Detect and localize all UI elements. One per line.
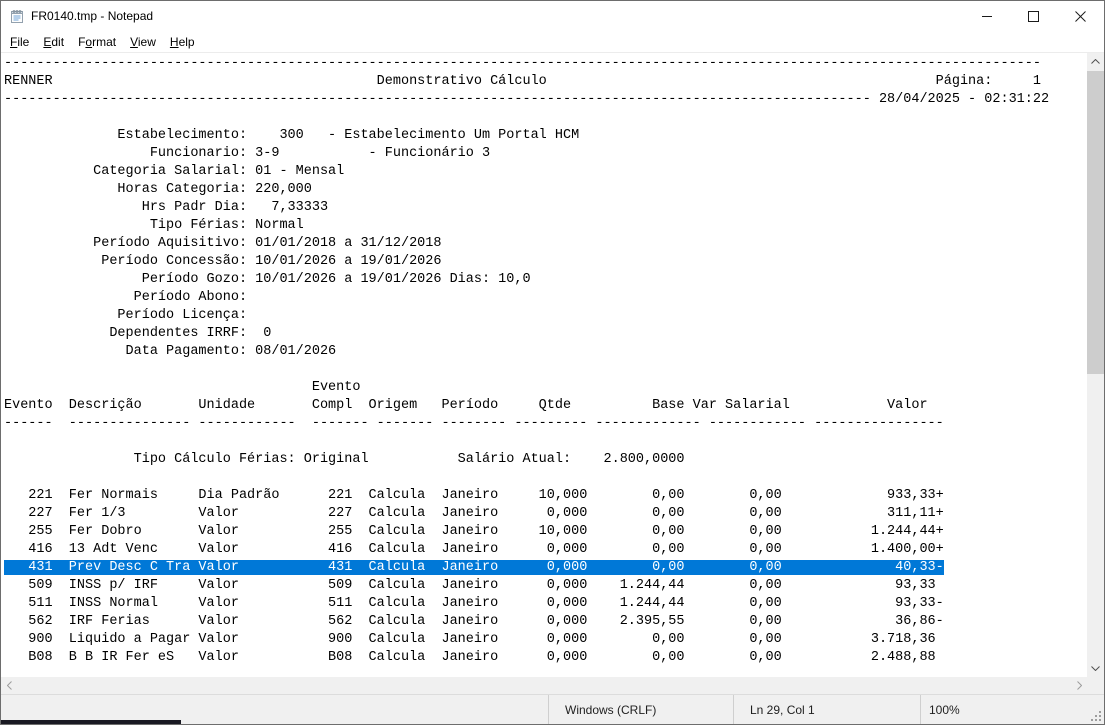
status-zoom-label: 100% [929, 702, 960, 717]
text-line: 221 Fer Normais Dia Padrão 221 Calcula J… [4, 488, 944, 503]
chevron-down-icon [1091, 666, 1100, 671]
text-line: Período Abono: [4, 290, 248, 305]
scroll-left-button[interactable] [1, 677, 18, 694]
bottom-edge-artifact [1, 720, 181, 724]
maximize-icon [1028, 10, 1039, 22]
text-line: Tipo Cálculo Férias: Original Salário At… [4, 452, 685, 467]
vertical-scrollbar-thumb[interactable] [1087, 71, 1104, 374]
menu-item-view[interactable]: View [130, 34, 156, 49]
text-line: ----------------------------------------… [4, 92, 1050, 107]
text-line: B08 B B IR Fer eS Valor B08 Calcula Jane… [4, 650, 936, 665]
window-controls [963, 1, 1104, 31]
text-line: 900 Liquido a Pagar Valor 900 Calcula Ja… [4, 632, 936, 647]
text-line: Evento Descrição Unidade Compl Origem Pe… [4, 398, 928, 413]
text-line: Tipo Férias: Normal [4, 218, 304, 233]
minimize-button[interactable] [963, 1, 1010, 31]
text-line: 511 INSS Normal Valor 511 Calcula Janeir… [4, 596, 944, 611]
editor-lines: ----------------------------------------… [4, 55, 1088, 667]
notepad-icon [9, 8, 25, 24]
text-line: RENNER Demonstrativo Cálculo Página: 1 [4, 74, 1041, 89]
text-editor[interactable]: ----------------------------------------… [1, 53, 1088, 677]
text-line: Período Concessão: 10/01/2026 a 19/01/20… [4, 254, 442, 269]
text-line: Horas Categoria: 220,000 [4, 182, 312, 197]
text-line: Estabelecimento: 300 - Estabelecimento U… [4, 128, 580, 143]
text-line: Período Aquisitivo: 01/01/2018 a 31/12/2… [4, 236, 442, 251]
selected-text-line: 431 Prev Desc C Tra Valor 431 Calcula Ja… [4, 559, 1088, 577]
close-button[interactable] [1057, 1, 1104, 31]
text-line: 562 IRF Ferias Valor 562 Calcula Janeiro… [4, 614, 944, 629]
text-line: 416 13 Adt Venc Valor 416 Calcula Janeir… [4, 542, 944, 557]
text-line: 509 INSS p/ IRF Valor 509 Calcula Janeir… [4, 578, 936, 593]
text-line: Dependentes IRRF: 0 [4, 326, 272, 341]
close-icon [1075, 10, 1086, 22]
menu-item-format[interactable]: Format [78, 34, 117, 49]
text-line [4, 109, 1088, 127]
menu-item-edit[interactable]: Edit [43, 34, 65, 49]
text-line: ------ --------------- ------------ ----… [4, 416, 944, 431]
text-line [4, 469, 1088, 487]
text-line: Funcionario: 3-9 - Funcionário 3 [4, 146, 491, 161]
selection-highlight: 431 Prev Desc C Tra Valor 431 Calcula Ja… [4, 560, 944, 575]
status-eol-label: Windows (CRLF) [565, 702, 657, 717]
text-line [4, 361, 1088, 379]
text-line [4, 433, 1088, 451]
status-bar: Windows (CRLF) Ln 29, Col 1 100% [1, 694, 1104, 724]
scroll-up-button[interactable] [1087, 53, 1104, 70]
text-line: 255 Fer Dobro Valor 255 Calcula Janeiro … [4, 524, 944, 539]
resize-grip[interactable] [1099, 719, 1101, 721]
scrollbar-corner [1087, 677, 1104, 694]
scroll-right-button[interactable] [1071, 677, 1088, 694]
chevron-up-icon [1091, 59, 1100, 64]
status-cursor-label: Ln 29, Col 1 [750, 702, 815, 717]
text-line: Hrs Padr Dia: 7,33333 [4, 200, 329, 215]
status-eol: Windows (CRLF) [548, 695, 733, 724]
status-zoom: 100% [920, 695, 1104, 724]
text-line: ----------------------------------------… [4, 56, 1041, 71]
scroll-down-button[interactable] [1087, 660, 1104, 677]
menu-item-help[interactable]: Help [169, 34, 195, 49]
text-line: 227 Fer 1/3 Valor 227 Calcula Janeiro 0,… [4, 506, 944, 521]
text-line: Evento [4, 380, 361, 395]
window-title: FR0140.tmp - Notepad [31, 9, 154, 23]
maximize-button[interactable] [1010, 1, 1057, 31]
titlebar[interactable]: FR0140.tmp - Notepad [1, 1, 1104, 31]
text-line: Período Licença: [4, 308, 248, 323]
chevron-right-icon [1077, 681, 1082, 690]
menu-item-file[interactable]: File [10, 34, 30, 49]
chevron-left-icon [7, 681, 12, 690]
minimize-icon [981, 15, 992, 17]
text-line: Data Pagamento: 08/01/2026 [4, 344, 337, 359]
vertical-scrollbar[interactable] [1087, 53, 1104, 677]
horizontal-scrollbar[interactable] [1, 677, 1088, 694]
text-line: Categoria Salarial: 01 - Mensal [4, 164, 345, 179]
menubar: File Edit Format View Help [1, 31, 1104, 53]
status-cursor-position: Ln 29, Col 1 [733, 695, 920, 724]
text-line: Período Gozo: 10/01/2026 a 19/01/2026 Di… [4, 272, 531, 287]
